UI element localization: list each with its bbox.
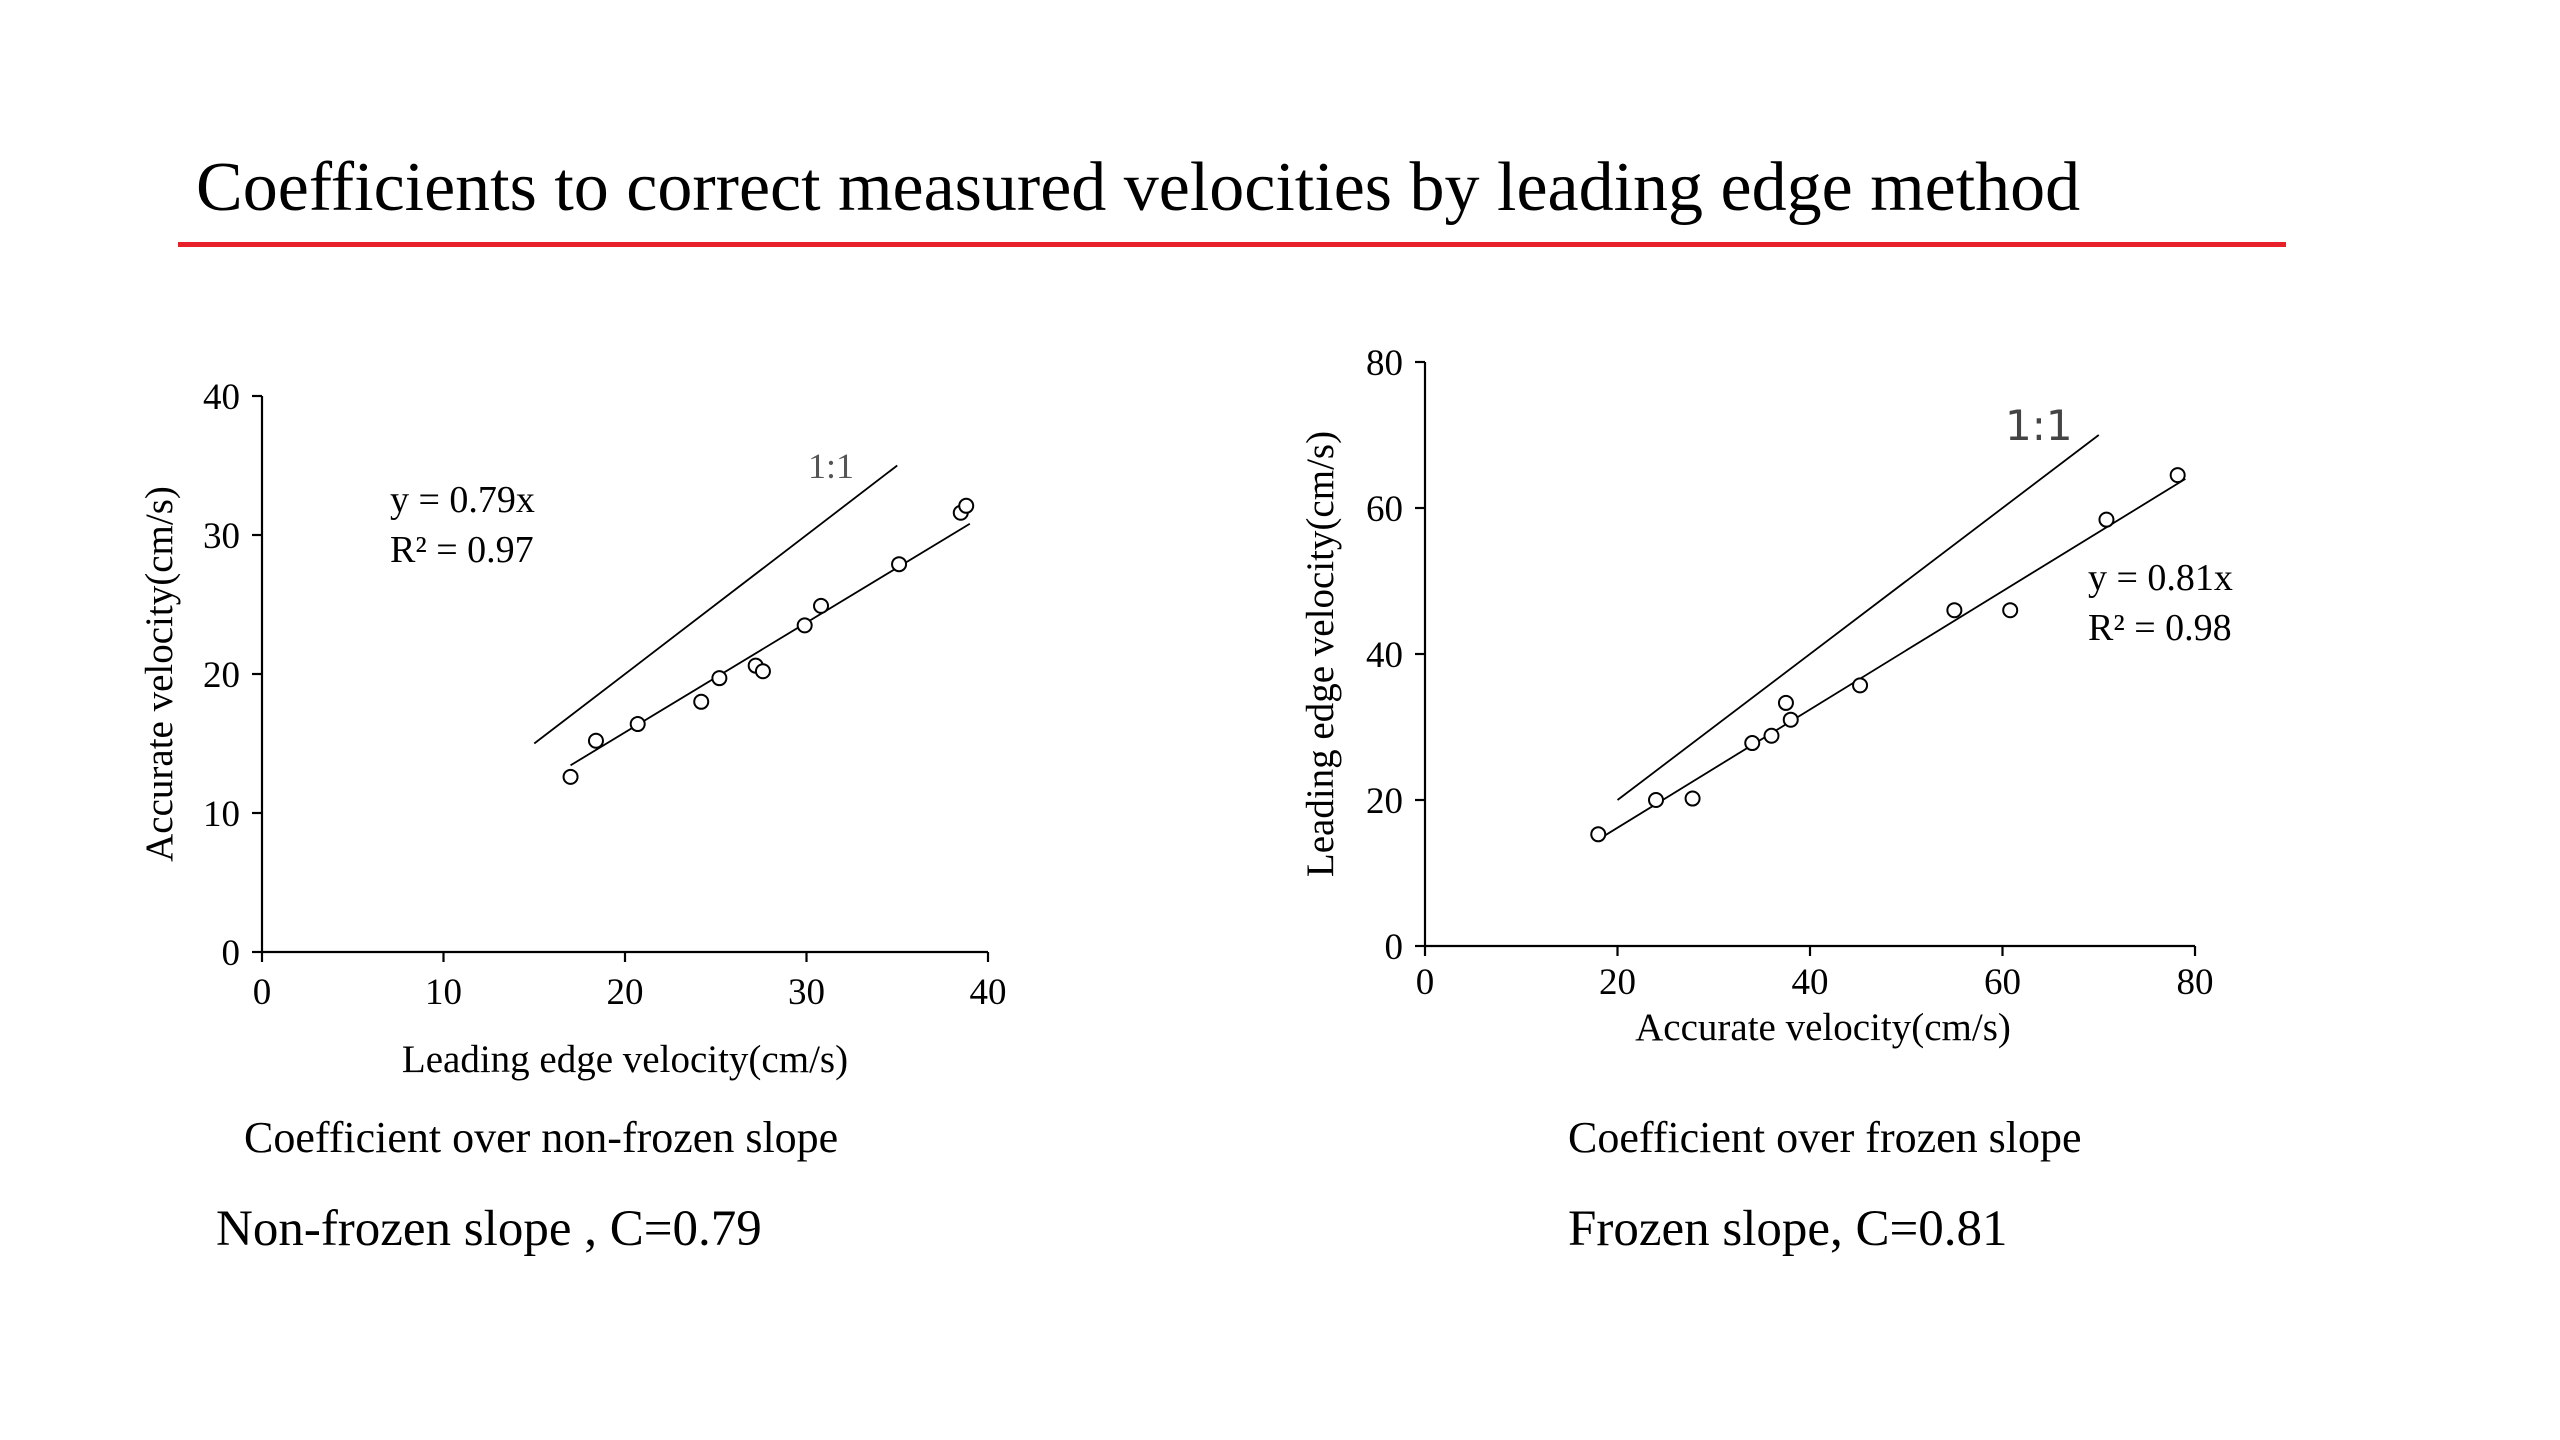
y-tick-label: 10 <box>203 794 240 835</box>
data-point <box>1782 711 1799 728</box>
trendline <box>1597 478 2186 841</box>
x-tick-label: 0 <box>1416 962 1435 1003</box>
data-point <box>711 670 728 687</box>
data-point <box>813 597 830 614</box>
slide-title: Coefficients to correct measured velocit… <box>196 149 2081 226</box>
x-tick-label: 40 <box>1792 962 1829 1003</box>
data-point <box>587 732 604 749</box>
caption-frozen: Coefficient over frozen slope <box>1568 1113 2082 1162</box>
data-point <box>891 556 908 573</box>
y-axis-title: Accurate velocity(cm/s) <box>138 486 181 862</box>
y-tick-label: 0 <box>1385 927 1404 968</box>
data-point <box>2098 511 2115 528</box>
data-point <box>1648 792 1664 808</box>
data-point <box>754 663 771 680</box>
x-tick-label: 40 <box>970 972 1007 1013</box>
y-tick-label: 20 <box>203 655 240 696</box>
data-point <box>1763 727 1780 744</box>
y-tick-label: 0 <box>222 933 241 974</box>
trend-equation: y = 0.81x <box>2088 557 2233 599</box>
one-to-one-line <box>533 464 898 745</box>
x-tick-label: 0 <box>253 972 272 1013</box>
summary-frozen: Frozen slope, C=0.81 <box>1568 1201 2008 1257</box>
y-tick-label: 80 <box>1366 343 1403 384</box>
x-axis-title: Accurate velocity(cm/s) <box>1635 1006 2011 1049</box>
trend-r-squared: R² = 0.97 <box>390 529 534 571</box>
one-to-one-line <box>1616 434 2100 801</box>
trend-r-squared: R² = 0.98 <box>2088 607 2232 649</box>
data-point <box>1744 735 1761 752</box>
title-underline <box>178 242 2286 247</box>
data-point <box>1852 677 1869 694</box>
summary-non-frozen: Non-frozen slope , C=0.79 <box>216 1201 762 1257</box>
data-point <box>1684 790 1701 807</box>
x-tick-label: 10 <box>425 972 462 1013</box>
y-tick-label: 30 <box>203 516 240 557</box>
one-to-one-label: 1:1 <box>2005 401 2073 450</box>
data-point <box>693 693 710 710</box>
data-point <box>1777 694 1794 711</box>
x-tick-label: 20 <box>1599 962 1636 1003</box>
x-axis-title: Leading edge velocity(cm/s) <box>402 1038 848 1081</box>
data-point <box>2002 602 2019 619</box>
y-tick-label: 40 <box>1366 635 1403 676</box>
trend-equation: y = 0.79x <box>390 479 535 521</box>
data-point <box>958 497 975 514</box>
x-tick-label: 80 <box>2177 962 2214 1003</box>
data-point <box>796 617 813 634</box>
y-axis-title: Leading edge velocity(cm/s) <box>1299 431 1342 877</box>
data-point <box>562 768 579 785</box>
x-tick-label: 30 <box>788 972 825 1013</box>
y-tick-label: 60 <box>1366 489 1403 530</box>
x-tick-label: 20 <box>607 972 644 1013</box>
data-point <box>1946 602 1963 619</box>
x-tick-label: 60 <box>1984 962 2021 1003</box>
y-tick-label: 40 <box>203 377 240 418</box>
y-tick-label: 20 <box>1366 781 1403 822</box>
one-to-one-label: 1:1 <box>808 446 854 486</box>
data-point <box>2169 467 2186 484</box>
data-point <box>1590 826 1607 843</box>
caption-non-frozen: Coefficient over non-frozen slope <box>244 1113 839 1162</box>
data-point <box>629 716 646 733</box>
